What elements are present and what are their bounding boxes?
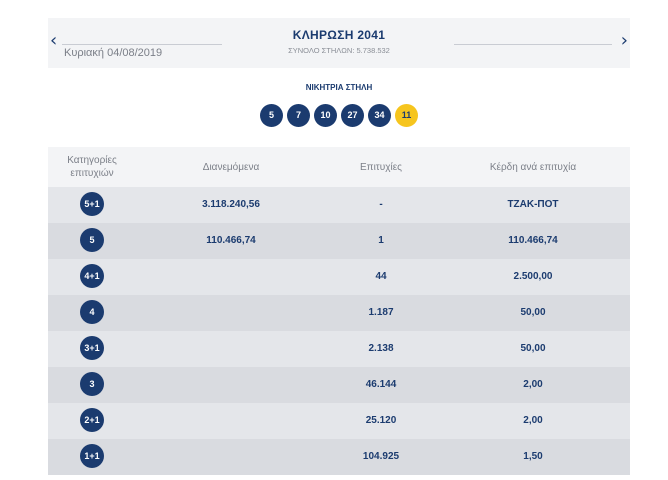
draw-title: ΚΛΗΡΩΣΗ 2041 <box>292 28 386 42</box>
winning-numbers: 5 7 10 27 34 11 <box>48 104 630 127</box>
table-row: 4+1 44 2.500,00 <box>48 259 630 295</box>
table-row: 3+1 2.138 50,00 <box>48 331 630 367</box>
joker-number-ball: 11 <box>395 104 418 127</box>
category-cell: 3 <box>48 367 136 403</box>
winners-cell: 46.144 <box>365 379 397 390</box>
prize-cell: ΤΖΑΚ-ΠΟΤ <box>507 199 559 210</box>
table-row: 4 1.187 50,00 <box>48 295 630 331</box>
chevron-left-icon[interactable]: ‹ <box>50 30 58 51</box>
category-cell: 2+1 <box>48 403 136 439</box>
table-header: Κατηγορίες επιτυχιών Διανεμόμενα Επιτυχί… <box>48 147 630 187</box>
table-row: 1+1 104.925 1,50 <box>48 439 630 475</box>
header-distributed: Διανεμόμενα <box>202 161 260 173</box>
divider-left <box>62 44 222 45</box>
distributed-cell <box>136 367 326 403</box>
header-category: Κατηγορίες επιτυχιών <box>67 155 117 179</box>
winning-number-ball: 10 <box>314 104 337 127</box>
distributed-cell <box>136 259 326 295</box>
table-row: 2+1 25.120 2,00 <box>48 403 630 439</box>
prize-table: Κατηγορίες επιτυχιών Διανεμόμενα Επιτυχί… <box>48 147 630 475</box>
winners-cell: 2.138 <box>368 343 394 354</box>
chevron-right-icon[interactable]: › <box>620 30 628 51</box>
prize-cell: 2,00 <box>523 415 543 426</box>
prize-cell: 110.466,74 <box>508 235 558 246</box>
prize-cell: 2,00 <box>523 379 543 390</box>
winners-cell: - <box>379 199 383 210</box>
winners-cell: 1.187 <box>368 307 394 318</box>
category-badge: 5+1 <box>80 192 104 217</box>
distributed-cell <box>136 295 326 331</box>
category-cell: 4+1 <box>48 259 136 295</box>
category-cell: 5+1 <box>48 187 136 223</box>
winners-cell: 104.925 <box>362 451 400 462</box>
category-cell: 4 <box>48 295 136 331</box>
prize-cell: 50,00 <box>520 343 546 354</box>
distributed-cell: 110.466,74 <box>206 235 256 246</box>
category-badge: 5 <box>80 228 104 253</box>
distributed-cell <box>136 331 326 367</box>
draw-results-panel: ‹ Κυριακή 04/08/2019 ΚΛΗΡΩΣΗ 2041 ΣΥΝΟΛΟ… <box>48 18 630 475</box>
draw-date: Κυριακή 04/08/2019 <box>64 47 163 59</box>
winners-cell: 44 <box>375 271 387 282</box>
table-row: 5+1 3.118.240,56 - ΤΖΑΚ-ΠΟΤ <box>48 187 630 223</box>
distributed-cell: 3.118.240,56 <box>202 199 260 210</box>
winning-number-ball: 7 <box>287 104 310 127</box>
prize-cell: 50,00 <box>520 307 546 318</box>
category-badge: 4+1 <box>80 264 104 289</box>
table-row: 5 110.466,74 1 110.466,74 <box>48 223 630 259</box>
header-prize: Κέρδη ανά επιτυχία <box>489 161 577 173</box>
table-row: 3 46.144 2,00 <box>48 367 630 403</box>
header-winners: Επιτυχίες <box>360 161 402 173</box>
prize-cell: 2.500,00 <box>513 271 553 282</box>
draw-header: ‹ Κυριακή 04/08/2019 ΚΛΗΡΩΣΗ 2041 ΣΥΝΟΛΟ… <box>48 18 630 68</box>
category-badge: 1+1 <box>80 444 104 469</box>
total-columns: ΣΥΝΟΛΟ ΣΤΗΛΩΝ: 5.738.532 <box>288 46 390 55</box>
winning-number-ball: 34 <box>368 104 391 127</box>
winners-cell: 25.120 <box>365 415 397 426</box>
category-badge: 4 <box>80 300 104 325</box>
category-badge: 2+1 <box>80 408 104 433</box>
category-cell: 5 <box>48 223 136 259</box>
winners-cell: 1 <box>378 235 384 246</box>
distributed-cell <box>136 439 326 475</box>
table-body: 5+1 3.118.240,56 - ΤΖΑΚ-ΠΟΤ 5 110.466,74 1 110.… <box>48 187 630 475</box>
distributed-cell <box>136 403 326 439</box>
winning-number-ball: 5 <box>260 104 283 127</box>
category-badge: 3 <box>80 372 104 397</box>
category-cell: 1+1 <box>48 439 136 475</box>
category-badge: 3+1 <box>80 336 104 361</box>
prize-cell: 1,50 <box>523 451 543 462</box>
winning-column-label: ΝΙΚΗΤΡΙΑ ΣΤΗΛΗ <box>305 83 373 92</box>
category-cell: 3+1 <box>48 331 136 367</box>
winning-number-ball: 27 <box>341 104 364 127</box>
divider-right <box>454 44 612 45</box>
